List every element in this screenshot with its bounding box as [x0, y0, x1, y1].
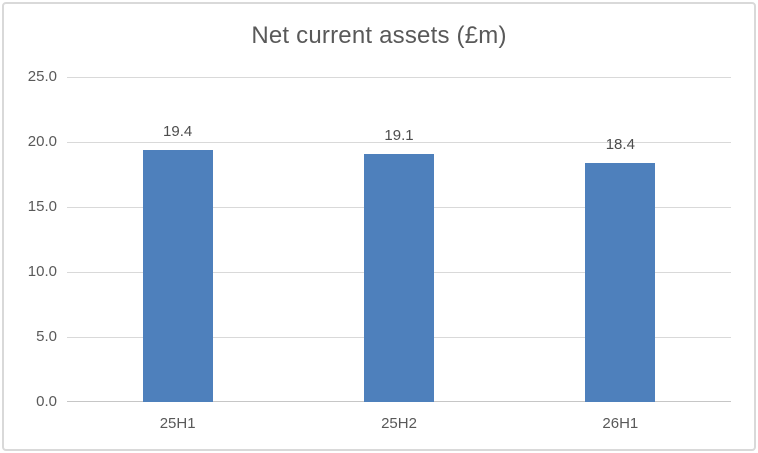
y-axis: 0.0 5.0 10.0 15.0 20.0 25.0: [0, 69, 57, 410]
y-tick-label: 5.0: [36, 328, 57, 345]
x-category-label: 25H2: [381, 415, 417, 432]
bar-26h1: [585, 162, 656, 402]
gridline: [67, 77, 731, 78]
bar-value-label: 18.4: [605, 135, 635, 153]
y-tick-label: 20.0: [27, 133, 57, 150]
plot-area: 19.4 19.1 18.4: [67, 77, 731, 402]
bar-value-label: 19.1: [384, 126, 414, 144]
y-tick-label: 10.0: [27, 263, 57, 280]
bar-25h2: [364, 153, 434, 402]
bar-value-label: 19.4: [163, 122, 193, 140]
x-category-label: 25H1: [159, 415, 196, 432]
y-tick-label: 15.0: [27, 198, 57, 215]
y-tick-label: 25.0: [27, 68, 57, 85]
x-category-label: 26H1: [602, 415, 639, 432]
x-axis: 25H1 25H2 26H1: [67, 415, 731, 439]
bar-25h1: [142, 149, 213, 402]
chart-title: Net current assets (£m): [251, 22, 507, 49]
gridline: [67, 142, 731, 143]
y-tick-label: 0.0: [36, 393, 57, 410]
